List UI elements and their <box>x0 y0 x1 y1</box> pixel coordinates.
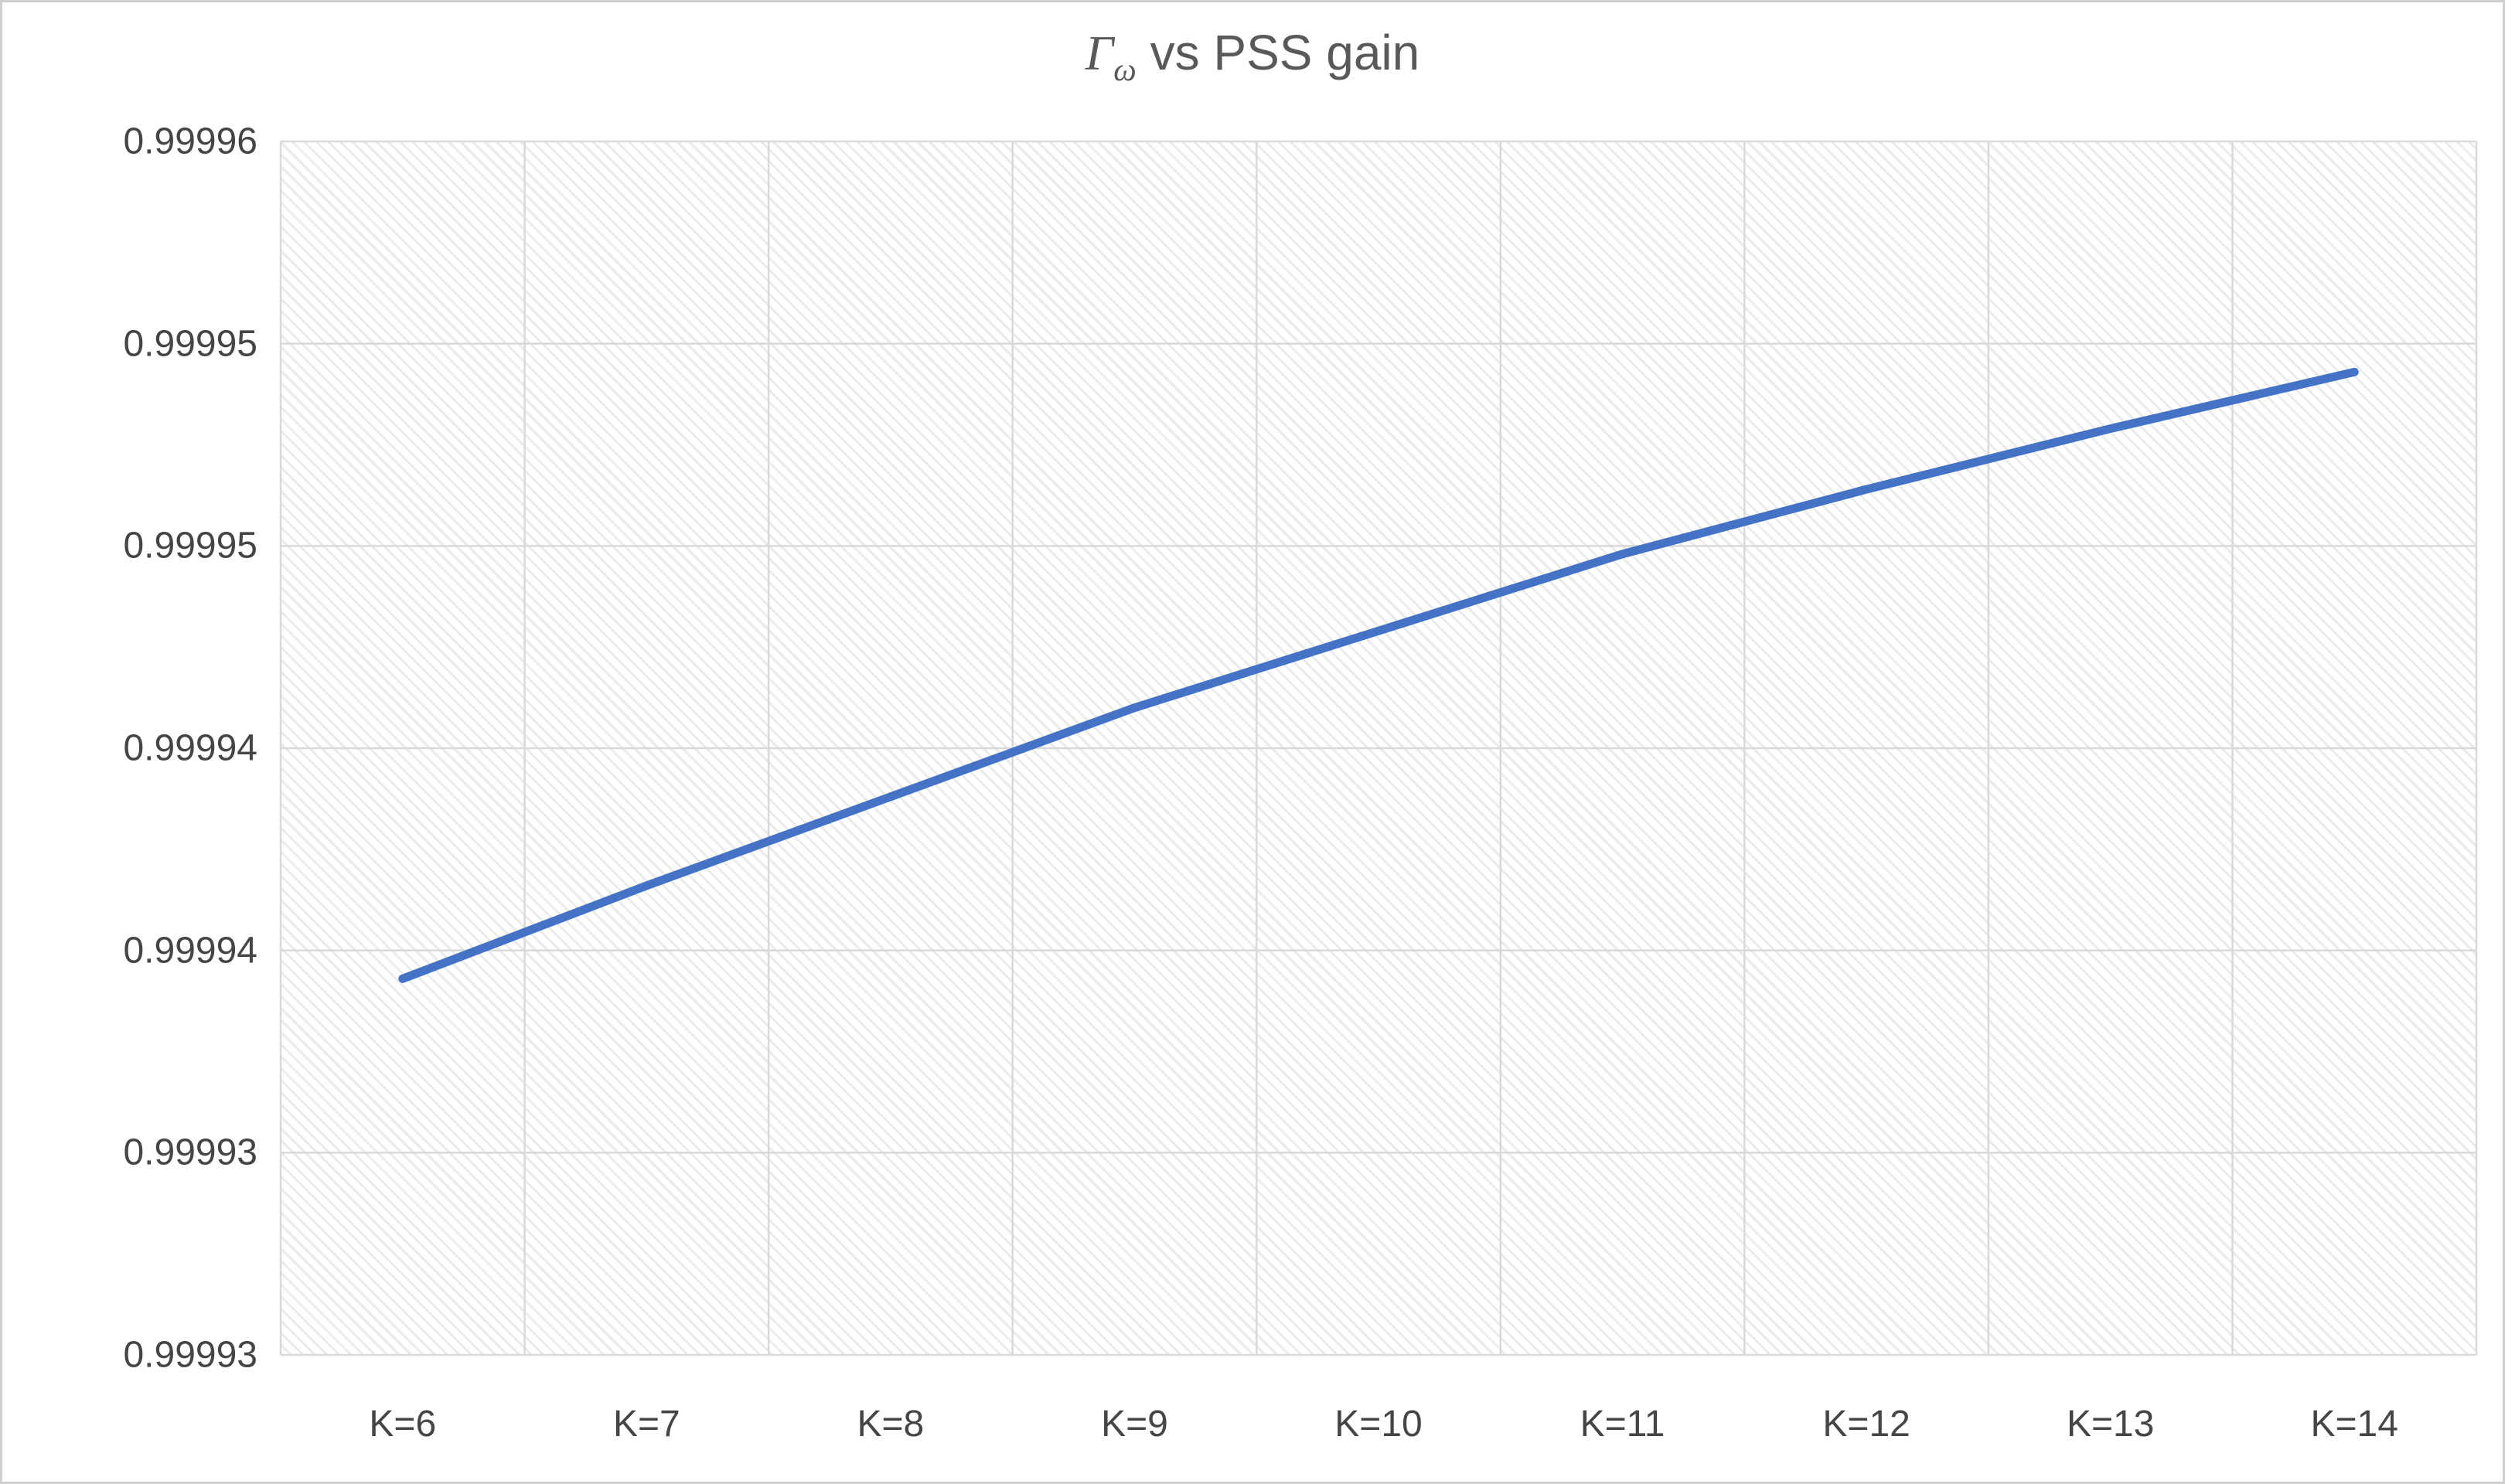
y-axis-tick-label: 0.99993 <box>123 1334 257 1376</box>
y-axis-tick-label: 0.99996 <box>123 121 257 162</box>
x-axis-tick-label: K=7 <box>612 1404 680 1445</box>
chart-canvas <box>279 140 2478 1356</box>
data-line <box>398 367 2359 983</box>
x-axis-tick-label: K=6 <box>369 1404 437 1445</box>
x-axis-tick-label: K=13 <box>2066 1404 2155 1445</box>
y-axis-tick-label: 0.99993 <box>123 1132 257 1173</box>
y-axis-tick-label: 0.99995 <box>123 525 257 567</box>
x-axis-tick-label: K=10 <box>1334 1404 1423 1445</box>
chart-title: Γω vs PSS gain <box>2 24 2503 89</box>
chart-title-gamma: Γ <box>1085 26 1114 80</box>
x-axis-tick-label: K=8 <box>857 1404 925 1445</box>
x-axis-tick-label: K=14 <box>2310 1404 2398 1445</box>
x-axis-tick-label: K=9 <box>1101 1404 1168 1445</box>
y-axis-tick-label: 0.99994 <box>123 930 257 972</box>
x-axis-tick-label: K=12 <box>1822 1404 1910 1445</box>
chart-title-subscript: ω <box>1113 52 1137 88</box>
x-axis-tick-label: K=11 <box>1580 1404 1665 1445</box>
y-axis-tick-label: 0.99995 <box>123 323 257 365</box>
chart-title-text: vs PSS gain <box>1136 25 1420 80</box>
y-axis-tick-label: 0.99994 <box>123 727 257 769</box>
